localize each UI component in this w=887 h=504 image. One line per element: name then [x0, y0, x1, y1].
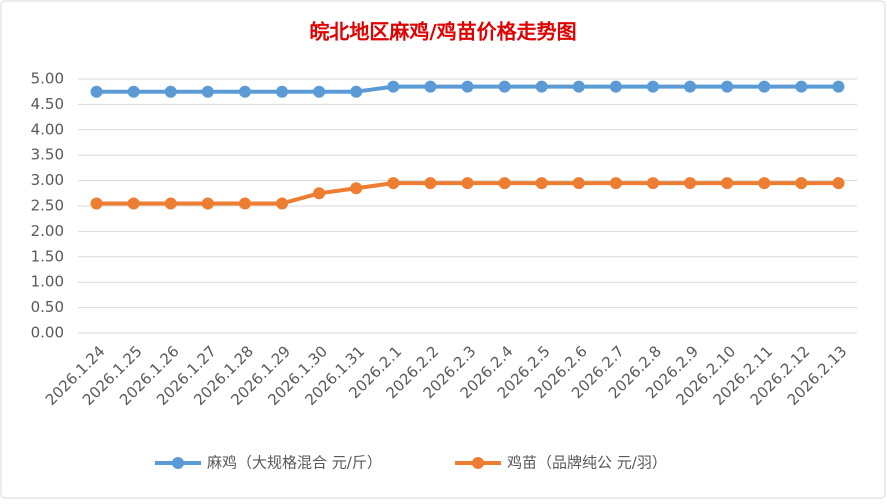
y-tick-label: 4.00 — [31, 120, 64, 138]
data-point — [795, 177, 808, 190]
data-point — [387, 80, 400, 93]
data-point — [498, 80, 511, 93]
data-point — [90, 197, 103, 210]
data-point — [609, 177, 622, 190]
data-point — [387, 177, 400, 190]
data-point — [461, 177, 474, 190]
y-tick-label: 0.50 — [31, 298, 64, 316]
data-point — [461, 80, 474, 93]
data-point — [795, 80, 808, 93]
data-point — [164, 85, 177, 98]
data-point — [832, 177, 845, 190]
y-tick-label: 5.00 — [31, 70, 64, 88]
data-point — [276, 197, 289, 210]
y-tick-label: 3.00 — [31, 171, 64, 189]
legend-marker — [472, 457, 484, 469]
data-point — [646, 80, 659, 93]
data-point — [201, 197, 214, 210]
data-point — [535, 177, 548, 190]
data-point — [684, 177, 697, 190]
data-point — [572, 80, 585, 93]
y-tick-label: 1.00 — [31, 273, 64, 291]
data-point — [350, 85, 363, 98]
data-point — [721, 80, 734, 93]
y-tick-label: 1.50 — [31, 247, 64, 265]
data-point — [313, 187, 326, 200]
data-point — [424, 80, 437, 93]
data-point — [201, 85, 214, 98]
y-tick-label: 0.00 — [31, 324, 64, 342]
data-point — [313, 85, 326, 98]
data-point — [424, 177, 437, 190]
data-point — [498, 177, 511, 190]
data-point — [572, 177, 585, 190]
y-tick-label: 2.00 — [31, 222, 64, 240]
data-point — [164, 197, 177, 210]
data-point — [832, 80, 845, 93]
data-point — [758, 177, 771, 190]
y-tick-label: 3.50 — [31, 146, 64, 164]
data-point — [684, 80, 697, 93]
data-point — [535, 80, 548, 93]
legend-label: 麻鸡（大规格混合 元/斤） — [207, 454, 382, 472]
data-point — [276, 85, 289, 98]
y-tick-label: 2.50 — [31, 197, 64, 215]
data-point — [90, 85, 103, 98]
data-point — [127, 197, 140, 210]
chart-title: 皖北地区麻鸡/鸡苗价格走势图 — [309, 20, 576, 44]
data-point — [609, 80, 622, 93]
data-point — [238, 85, 251, 98]
data-point — [721, 177, 734, 190]
data-point — [350, 182, 363, 195]
data-point — [646, 177, 659, 190]
data-point — [758, 80, 771, 93]
data-point — [238, 197, 251, 210]
legend-label: 鸡苗（品牌纯公 元/羽） — [507, 454, 667, 472]
y-tick-label: 4.50 — [31, 95, 64, 113]
data-point — [127, 85, 140, 98]
legend-marker — [172, 457, 184, 469]
